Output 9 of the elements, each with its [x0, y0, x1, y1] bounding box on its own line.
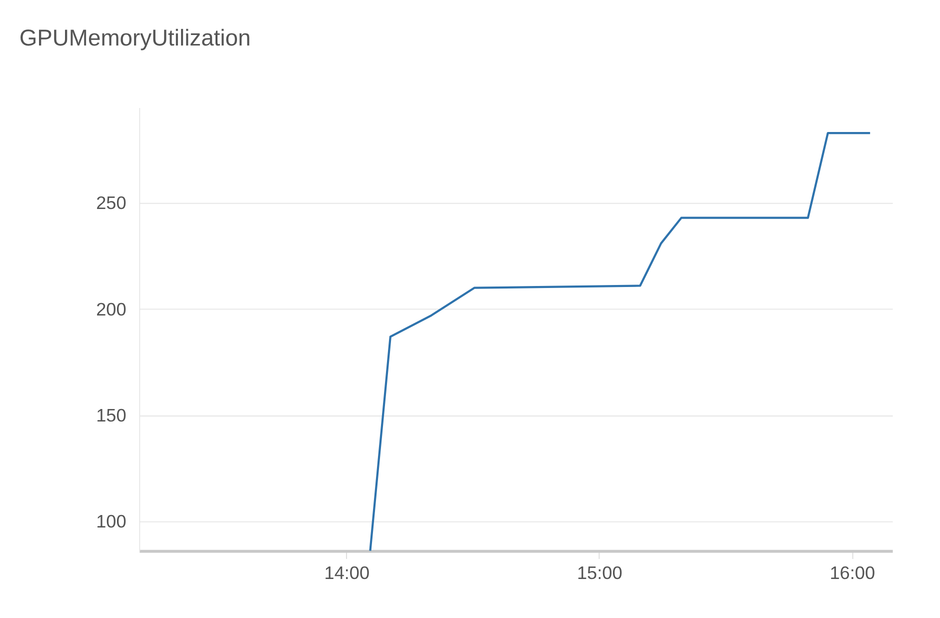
line-series	[369, 132, 872, 551]
x-tick-label: 14:00	[324, 562, 370, 583]
y-tick-label: 150	[96, 405, 126, 426]
y-tick-label: 100	[96, 511, 126, 532]
y-tick-label: 250	[96, 193, 126, 214]
chart-title: GPUMemoryUtilization	[19, 24, 251, 51]
x-tick-label: 15:00	[576, 562, 622, 583]
y-tick-label: 200	[96, 299, 126, 320]
x-tick-label: 16:00	[830, 562, 876, 583]
